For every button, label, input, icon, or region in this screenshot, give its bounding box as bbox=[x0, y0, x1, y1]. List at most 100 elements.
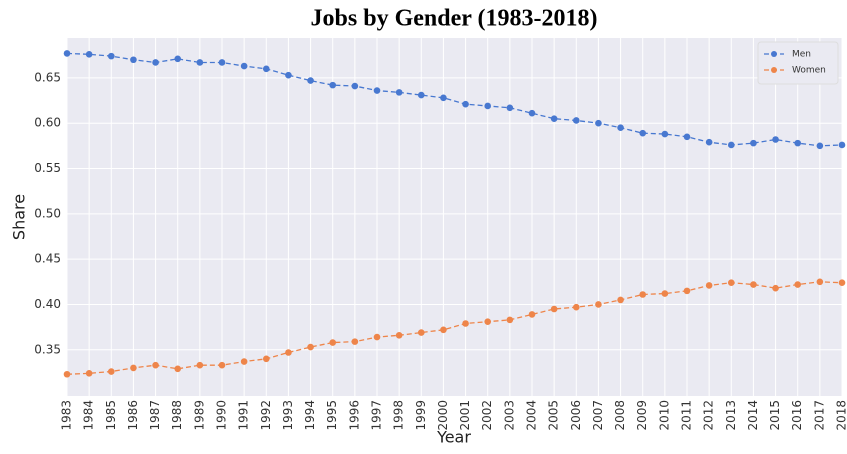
point bbox=[573, 117, 580, 124]
x-tick-label: 2015 bbox=[768, 400, 782, 431]
x-tick-label: 2007 bbox=[591, 400, 605, 431]
point bbox=[706, 282, 713, 289]
point bbox=[86, 370, 93, 377]
point bbox=[108, 53, 115, 60]
point bbox=[396, 332, 403, 339]
y-tick-label: 0.45 bbox=[34, 252, 61, 266]
point bbox=[728, 142, 735, 149]
point bbox=[418, 329, 425, 336]
x-tick-label: 2009 bbox=[635, 400, 649, 431]
x-tick-label: 1990 bbox=[215, 400, 229, 431]
legend-marker bbox=[771, 51, 777, 57]
x-tick-label: 1986 bbox=[126, 400, 140, 431]
point bbox=[839, 279, 846, 286]
point bbox=[507, 104, 514, 111]
point bbox=[440, 327, 447, 334]
point bbox=[484, 103, 491, 110]
point bbox=[108, 368, 115, 375]
x-tick-label: 2011 bbox=[680, 400, 694, 431]
point bbox=[772, 285, 779, 292]
chart-title: Jobs by Gender (1983-2018) bbox=[311, 6, 598, 32]
point bbox=[418, 92, 425, 99]
x-tick-label: 2018 bbox=[835, 400, 847, 431]
legend-label: Men bbox=[792, 50, 811, 60]
x-tick-label: 2002 bbox=[480, 400, 494, 431]
point bbox=[662, 131, 669, 138]
y-tick-label: 0.35 bbox=[34, 342, 61, 356]
y-tick-label: 0.65 bbox=[34, 70, 61, 84]
point bbox=[197, 362, 204, 369]
point bbox=[684, 133, 691, 140]
x-tick-label: 1996 bbox=[347, 400, 361, 431]
x-tick-label: 1994 bbox=[303, 400, 317, 431]
x-tick-label: 2008 bbox=[613, 400, 627, 431]
point bbox=[197, 59, 204, 66]
x-tick-label: 2014 bbox=[746, 400, 760, 431]
point bbox=[529, 110, 536, 117]
x-tick-label: 1999 bbox=[414, 400, 428, 431]
point bbox=[462, 320, 469, 327]
x-tick-label: 2000 bbox=[436, 400, 450, 431]
point bbox=[595, 120, 602, 127]
x-tick-label: 1983 bbox=[60, 400, 74, 431]
point bbox=[285, 349, 292, 356]
legend: Men Women bbox=[758, 42, 838, 84]
point bbox=[241, 358, 248, 365]
x-tick-label: 1993 bbox=[281, 400, 295, 431]
point bbox=[839, 142, 846, 149]
y-tick-label: 0.55 bbox=[34, 161, 61, 175]
point bbox=[374, 334, 381, 341]
legend-label: Women bbox=[792, 66, 826, 76]
point bbox=[662, 290, 669, 297]
x-tick-label: 1988 bbox=[170, 400, 184, 431]
point bbox=[329, 82, 336, 89]
point bbox=[307, 344, 314, 351]
point bbox=[219, 59, 226, 66]
point bbox=[484, 318, 491, 325]
x-tick-label: 1987 bbox=[148, 400, 162, 431]
point bbox=[573, 304, 580, 311]
point bbox=[130, 365, 137, 372]
point bbox=[750, 140, 757, 147]
point bbox=[706, 139, 713, 146]
point bbox=[241, 63, 248, 70]
x-tick-label: 2006 bbox=[569, 400, 583, 431]
x-tick-label: 1998 bbox=[392, 400, 406, 431]
point bbox=[329, 339, 336, 346]
x-tick-label: 2016 bbox=[790, 400, 804, 431]
point bbox=[595, 301, 602, 308]
point bbox=[440, 95, 447, 102]
point bbox=[507, 317, 514, 324]
point bbox=[529, 311, 536, 318]
x-tick-label: 1984 bbox=[82, 400, 96, 431]
point bbox=[174, 366, 181, 373]
point bbox=[263, 356, 270, 363]
point bbox=[285, 72, 292, 79]
x-tick-label: 1992 bbox=[259, 400, 273, 431]
point bbox=[728, 279, 735, 286]
point bbox=[551, 306, 558, 313]
y-tick-label: 0.50 bbox=[34, 206, 61, 220]
point bbox=[551, 115, 558, 122]
legend-box bbox=[758, 42, 838, 84]
point bbox=[174, 56, 181, 63]
x-tick-label: 2004 bbox=[525, 400, 539, 431]
x-tick-label: 1985 bbox=[104, 400, 118, 431]
x-tick-label: 2001 bbox=[458, 400, 472, 431]
point bbox=[152, 59, 159, 66]
point bbox=[152, 362, 159, 369]
x-tick-label: 1989 bbox=[192, 400, 206, 431]
point bbox=[617, 124, 624, 131]
point bbox=[64, 50, 71, 57]
point bbox=[684, 288, 691, 295]
x-tick-label: 1997 bbox=[370, 400, 384, 431]
point bbox=[817, 143, 824, 150]
point bbox=[352, 83, 359, 90]
point bbox=[794, 281, 801, 288]
point bbox=[219, 362, 226, 369]
point bbox=[307, 77, 314, 84]
x-tick-label: 2010 bbox=[657, 400, 671, 431]
y-tick-label: 0.60 bbox=[34, 116, 61, 130]
point bbox=[352, 338, 359, 345]
y-axis-label: Share bbox=[10, 194, 29, 240]
